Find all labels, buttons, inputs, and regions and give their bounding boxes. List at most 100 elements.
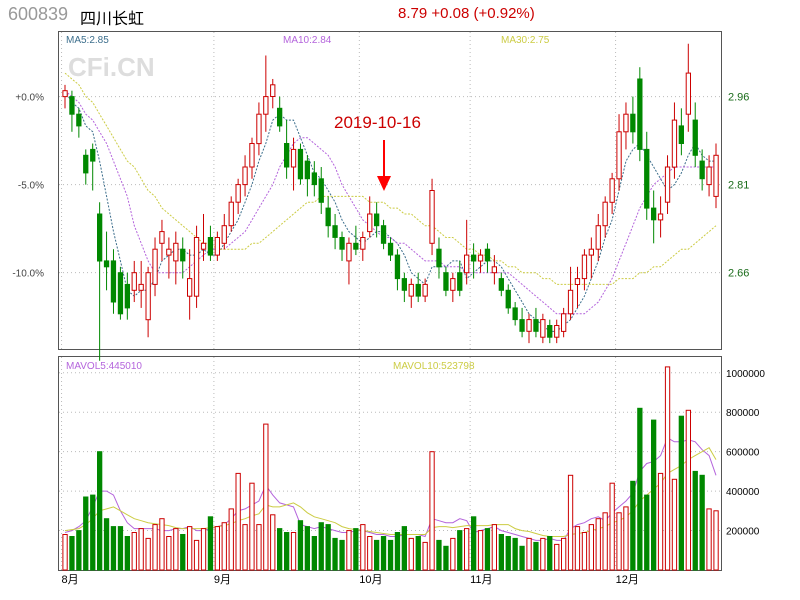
candle-body bbox=[498, 278, 505, 291]
volume-bar bbox=[200, 528, 207, 571]
volume-bar bbox=[180, 534, 186, 571]
candle bbox=[505, 284, 511, 314]
candle-body bbox=[567, 289, 574, 315]
candle bbox=[138, 260, 144, 308]
candle-body bbox=[145, 272, 151, 321]
candle-body bbox=[353, 242, 359, 250]
candle bbox=[623, 102, 629, 150]
candle bbox=[692, 102, 698, 168]
candle-body bbox=[173, 242, 179, 262]
legend-ma30: MA30:2.75 bbox=[501, 35, 550, 46]
volume-bar bbox=[360, 524, 366, 571]
volume-bar bbox=[512, 537, 518, 571]
candle-body bbox=[69, 96, 75, 115]
candle bbox=[574, 266, 581, 308]
candle-body bbox=[124, 283, 130, 309]
date-annotation: 2019-10-16 bbox=[334, 113, 421, 191]
volume-bar bbox=[471, 516, 477, 571]
candle-body bbox=[242, 166, 248, 186]
candle bbox=[304, 155, 311, 197]
grid-lines bbox=[59, 32, 721, 570]
candle bbox=[533, 307, 539, 338]
candle bbox=[242, 155, 248, 197]
volume-bar bbox=[401, 526, 408, 571]
volume-bar bbox=[443, 545, 449, 571]
volume-bar bbox=[117, 526, 124, 571]
volume-bar bbox=[540, 537, 546, 571]
candle-body bbox=[221, 225, 227, 244]
candle bbox=[554, 319, 560, 344]
candle bbox=[62, 84, 68, 109]
candle bbox=[394, 249, 401, 291]
candle-body bbox=[193, 237, 200, 297]
volume-bar bbox=[498, 534, 505, 571]
volume-bar bbox=[526, 537, 532, 571]
candle bbox=[311, 161, 318, 197]
volume-bar bbox=[533, 541, 539, 571]
volume-bar bbox=[339, 539, 345, 571]
candles bbox=[62, 43, 719, 361]
candle-body bbox=[491, 266, 498, 274]
month-tick-label: 11月 bbox=[470, 574, 492, 586]
candle bbox=[671, 102, 678, 179]
candle bbox=[332, 213, 338, 250]
candle bbox=[464, 219, 470, 285]
volume-bar bbox=[567, 474, 574, 571]
volume-bar bbox=[623, 506, 629, 571]
legend-ma10: MA10:2.84 bbox=[283, 35, 332, 46]
volume-bar bbox=[159, 518, 165, 571]
candle-body bbox=[131, 272, 137, 291]
candle-body bbox=[540, 319, 546, 338]
volume-panel-frame bbox=[58, 356, 722, 571]
candle-body bbox=[339, 237, 345, 250]
candle bbox=[166, 237, 172, 279]
candle-body bbox=[429, 190, 435, 244]
candle bbox=[519, 307, 525, 338]
y-right-tick-label: 2.66 bbox=[728, 268, 749, 280]
candle bbox=[450, 272, 456, 303]
volume-tick-label: 1000000 bbox=[726, 369, 765, 380]
candle-body bbox=[471, 254, 477, 262]
candle-body bbox=[290, 148, 297, 168]
candle-body bbox=[630, 113, 636, 133]
candle-body bbox=[263, 96, 269, 115]
volume-bar bbox=[304, 526, 311, 571]
candle bbox=[374, 202, 380, 238]
candle-body bbox=[595, 225, 601, 250]
volume-bar bbox=[166, 536, 172, 571]
candle-body bbox=[616, 131, 622, 180]
candle bbox=[561, 307, 567, 338]
candle-body bbox=[581, 254, 588, 280]
stock-code: 600839 bbox=[8, 4, 69, 24]
annotation-label: 2019-10-16 bbox=[334, 113, 421, 132]
candle bbox=[152, 237, 158, 297]
candle bbox=[290, 137, 297, 191]
candle-body bbox=[62, 90, 68, 98]
candle bbox=[173, 231, 179, 285]
volume-bar bbox=[207, 516, 214, 571]
volume-bar bbox=[90, 494, 96, 571]
candle bbox=[457, 260, 463, 297]
volume-bar bbox=[664, 366, 671, 571]
candle bbox=[90, 143, 96, 191]
volume-bar bbox=[311, 536, 318, 571]
legend-mavol10: MAVOL10:523798 bbox=[393, 361, 475, 372]
candle bbox=[297, 143, 304, 185]
volume-bar bbox=[706, 508, 712, 571]
candle bbox=[436, 237, 442, 279]
volume-bar bbox=[394, 532, 401, 571]
candle-body bbox=[325, 207, 331, 227]
volume-bar bbox=[270, 514, 276, 571]
volume-bars bbox=[62, 366, 719, 571]
volume-bar bbox=[62, 534, 68, 571]
watermark: CFi.CN bbox=[68, 52, 155, 82]
volume-bar bbox=[69, 536, 75, 571]
volume-bar bbox=[415, 536, 421, 571]
candle bbox=[713, 143, 719, 209]
candle bbox=[616, 114, 622, 191]
volume-bar bbox=[671, 478, 678, 571]
candle-body bbox=[103, 260, 110, 268]
candle-body bbox=[318, 178, 324, 203]
candle bbox=[110, 249, 117, 314]
candle bbox=[526, 313, 532, 344]
